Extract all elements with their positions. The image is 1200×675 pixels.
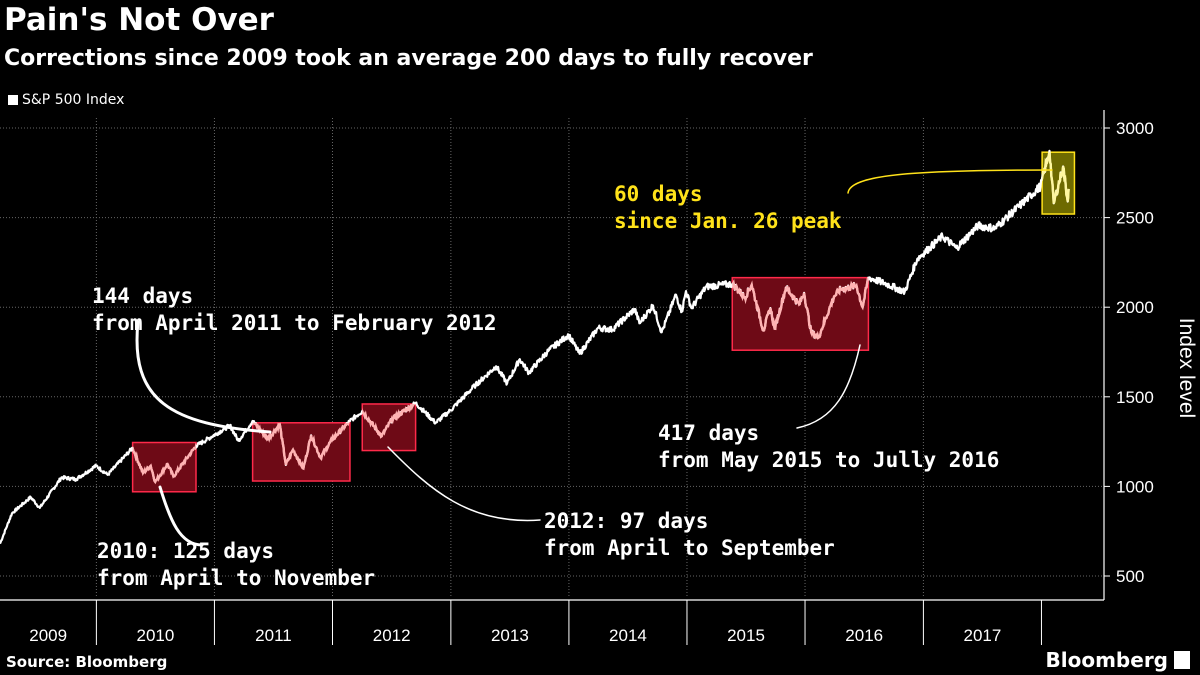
terminal-icon: [1174, 651, 1190, 669]
legend: S&P 500 Index: [8, 92, 124, 108]
annotation-leader: [158, 485, 204, 547]
axes: 500 1000 1500 2000 2500 3000 2009 2010 2011 2012 2…: [0, 110, 1198, 645]
annotation-leader: [796, 344, 861, 429]
annotation-text: 144 days: [92, 284, 193, 308]
y-axis-title: Index level: [1175, 318, 1198, 418]
series-line-highlight: [132, 442, 197, 485]
annotation-text: 2010: 125 days: [97, 539, 274, 563]
source-note: Source: Bloomberg: [6, 653, 168, 671]
annotation-leader: [847, 169, 1053, 194]
x-tick-label: 2009: [29, 626, 67, 645]
legend-swatch: [8, 95, 18, 105]
x-tick-label: 2013: [491, 626, 529, 645]
annotation-text: 2012: 97 days: [544, 509, 708, 533]
y-tick-label: 3000: [1116, 119, 1154, 138]
annotation-text: from April to September: [544, 536, 835, 560]
x-tick-label: 2017: [964, 626, 1002, 645]
correction-box: [131, 441, 197, 493]
legend-label: S&P 500 Index: [22, 92, 125, 108]
annotation-text: from May 2015 to Jully 2016: [658, 448, 999, 472]
x-tick-label: 2016: [845, 626, 883, 645]
annotation-text: 60 days: [614, 182, 703, 206]
annotations: 2010: 125 days from April to November 144 …: [92, 182, 999, 590]
y-tick-label: 2500: [1116, 209, 1154, 228]
annotation-leader: [135, 320, 272, 434]
x-tick-label: 2011: [255, 626, 292, 645]
x-tick-label: 2015: [727, 626, 765, 645]
x-tick-label: 2012: [373, 626, 411, 645]
brand-name: Bloomberg: [1045, 648, 1168, 672]
y-tick-label: 1000: [1116, 477, 1154, 496]
y-tick-label: 1500: [1116, 388, 1154, 407]
x-tick-label: 2010: [136, 626, 174, 645]
gridlines: [0, 118, 1104, 598]
annotation-leader: [387, 446, 541, 522]
chart-subtitle: Corrections since 2009 took an average 2…: [4, 46, 813, 71]
annotation-leaders: [135, 169, 1053, 547]
bloomberg-logo: Bloomberg: [1046, 648, 1190, 672]
chart-title: Pain's Not Over: [4, 2, 274, 38]
annotation-text: since Jan. 26 peak: [614, 209, 842, 233]
annotation-text: from April 2011 to February 2012: [92, 311, 497, 335]
annotation-text: from April to November: [97, 566, 375, 590]
y-tick-label: 2000: [1116, 298, 1154, 317]
series-layer: [0, 149, 1070, 545]
x-tick-label: 2014: [609, 626, 647, 645]
annotation-text: 417 days: [658, 421, 759, 445]
y-tick-label: 500: [1116, 567, 1144, 586]
